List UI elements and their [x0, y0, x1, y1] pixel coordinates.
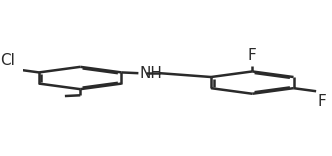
Text: F: F — [248, 48, 257, 63]
Text: Cl: Cl — [0, 53, 15, 68]
Text: NH: NH — [140, 66, 163, 81]
Text: F: F — [318, 94, 326, 109]
